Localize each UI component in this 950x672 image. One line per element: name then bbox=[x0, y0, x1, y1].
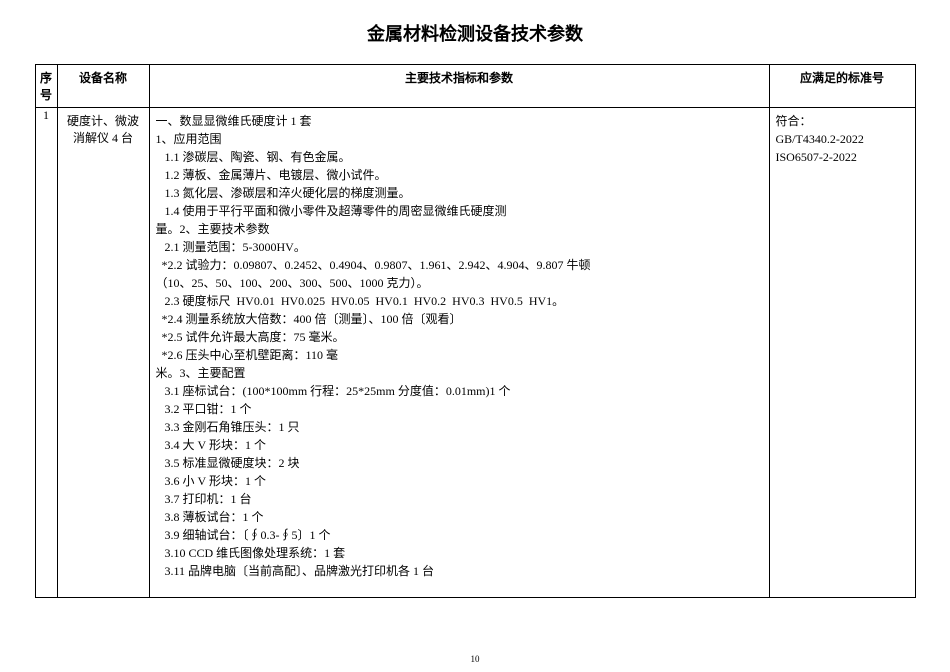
cell-seq: 1 bbox=[35, 108, 57, 598]
std-line: GB/T4340.2-2022 bbox=[776, 130, 909, 148]
spec-line: 3.3 金刚石角锥压头：1 只 bbox=[156, 418, 763, 436]
header-spec: 主要技术指标和参数 bbox=[149, 65, 769, 108]
cell-device-name: 硬度计、微波消解仪 4 台 bbox=[57, 108, 149, 598]
table-header-row: 序号 设备名称 主要技术指标和参数 应满足的标准号 bbox=[35, 65, 915, 108]
spec-line: 2.1 测量范围：5-3000HV。 bbox=[156, 238, 763, 256]
spec-line: 3.1 座标试台：(100*100mm 行程：25*25mm 分度值：0.01m… bbox=[156, 382, 763, 400]
page-number: 10 bbox=[0, 654, 950, 664]
spec-line: 1、应用范围 bbox=[156, 130, 763, 148]
cell-standard: 符合：GB/T4340.2-2022ISO6507-2-2022 bbox=[769, 108, 915, 598]
spec-line: 2.3 硬度标尺 HV0.01 HV0.025 HV0.05 HV0.1 HV0… bbox=[156, 292, 763, 310]
spec-line: 1.4 使用于平行平面和微小零件及超薄零件的周密显微维氏硬度测 bbox=[156, 202, 763, 220]
spec-line: 3.9 细轴试台：〔∮0.3-∮5〕1 个 bbox=[156, 526, 763, 544]
spec-line: 1.2 薄板、金属薄片、电镀层、微小试件。 bbox=[156, 166, 763, 184]
spec-line: （10、25、50、100、200、300、500、1000 克力）。 bbox=[156, 274, 763, 292]
spec-line: 米。3、主要配置 bbox=[156, 364, 763, 382]
spec-line: *2.6 压头中心至机壁距离：110 毫 bbox=[156, 346, 763, 364]
spec-line: 一、数显显微维氏硬度计 1 套 bbox=[156, 112, 763, 130]
header-seq: 序号 bbox=[35, 65, 57, 108]
header-name: 设备名称 bbox=[57, 65, 149, 108]
spec-line: 3.7 打印机：1 台 bbox=[156, 490, 763, 508]
header-std: 应满足的标准号 bbox=[769, 65, 915, 108]
spec-line: *2.4 测量系统放大倍数：400 倍〔测量〕、100 倍〔观看〕 bbox=[156, 310, 763, 328]
spec-line: 3.10 CCD 维氏图像处理系统：1 套 bbox=[156, 544, 763, 562]
spec-line: 3.8 薄板试台：1 个 bbox=[156, 508, 763, 526]
std-line: 符合： bbox=[776, 112, 909, 130]
spec-line: 1.3 氮化层、渗碳层和淬火硬化层的梯度测量。 bbox=[156, 184, 763, 202]
page-title: 金属材料检测设备技术参数 bbox=[0, 0, 950, 64]
spec-line: *2.5 试件允许最大高度：75 毫米。 bbox=[156, 328, 763, 346]
spec-line: *2.2 试验力：0.09807、0.2452、0.4904、0.9807、1.… bbox=[156, 256, 763, 274]
spec-line: 3.11 品牌电脑〔当前高配〕、品牌激光打印机各 1 台 bbox=[156, 562, 763, 580]
spec-table: 序号 设备名称 主要技术指标和参数 应满足的标准号 1 硬度计、微波消解仪 4 … bbox=[35, 64, 916, 598]
spec-line: 3.5 标准显微硬度块：2 块 bbox=[156, 454, 763, 472]
spec-line: 3.4 大 V 形块：1 个 bbox=[156, 436, 763, 454]
spec-line: 3.2 平口钳：1 个 bbox=[156, 400, 763, 418]
spec-line: 量。2、主要技术参数 bbox=[156, 220, 763, 238]
table-row: 1 硬度计、微波消解仪 4 台 一、数显显微维氏硬度计 1 套1、应用范围 1.… bbox=[35, 108, 915, 598]
cell-spec: 一、数显显微维氏硬度计 1 套1、应用范围 1.1 渗碳层、陶瓷、钢、有色金属。… bbox=[149, 108, 769, 598]
std-line: ISO6507-2-2022 bbox=[776, 148, 909, 166]
spec-line: 3.6 小 V 形块：1 个 bbox=[156, 472, 763, 490]
spec-line: 1.1 渗碳层、陶瓷、钢、有色金属。 bbox=[156, 148, 763, 166]
